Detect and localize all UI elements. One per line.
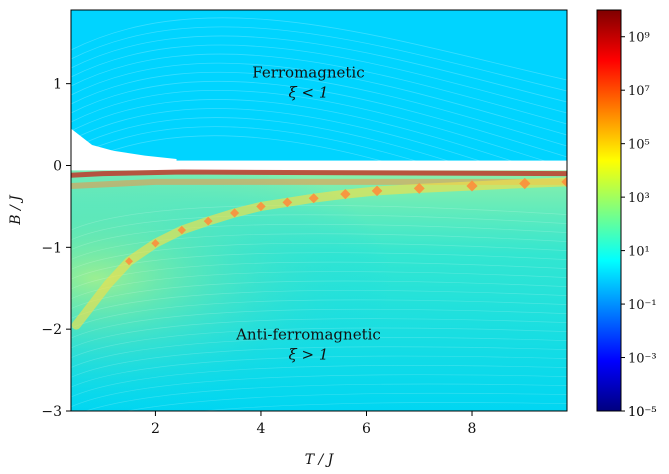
region-label-ferromagnetic: Ferromagnetic (252, 64, 364, 82)
region-condition-antiferromagnetic: ξ > 1 (288, 346, 328, 364)
region-condition-ferromagnetic: ξ < 1 (288, 84, 328, 102)
x-tick-label: 8 (468, 421, 477, 437)
phase-boundary (71, 172, 567, 175)
y-tick-label: −3 (41, 404, 62, 420)
region-label-antiferromagnetic: Anti-ferromagnetic (235, 326, 381, 344)
y-tick-label: −1 (41, 240, 62, 256)
colorbar-gradient (597, 10, 621, 411)
colorbar-tick-label: 10⁻³ (628, 352, 657, 367)
y-tick-label: 0 (53, 158, 62, 174)
x-tick-label: 6 (362, 421, 371, 437)
x-tick-label: 2 (151, 421, 160, 437)
x-axis-label: T / J (305, 452, 335, 468)
colorbar-tick-label: 10⁷ (628, 84, 650, 99)
y-tick-label: 1 (53, 77, 62, 93)
colorbar-tick-label: 10⁻¹ (628, 298, 657, 313)
colorbar-tick-label: 10⁻⁵ (628, 405, 657, 420)
colorbar-tick-label: 10¹ (628, 245, 650, 260)
colorbar-tick-label: 10⁹ (628, 31, 650, 46)
y-tick-label: −2 (41, 322, 62, 338)
x-tick-label: 4 (256, 421, 265, 437)
colorbar-tick-label: 10⁵ (628, 138, 650, 153)
colorbar-tick-label: 10³ (628, 191, 650, 206)
y-axis-label: B / J (8, 194, 24, 226)
